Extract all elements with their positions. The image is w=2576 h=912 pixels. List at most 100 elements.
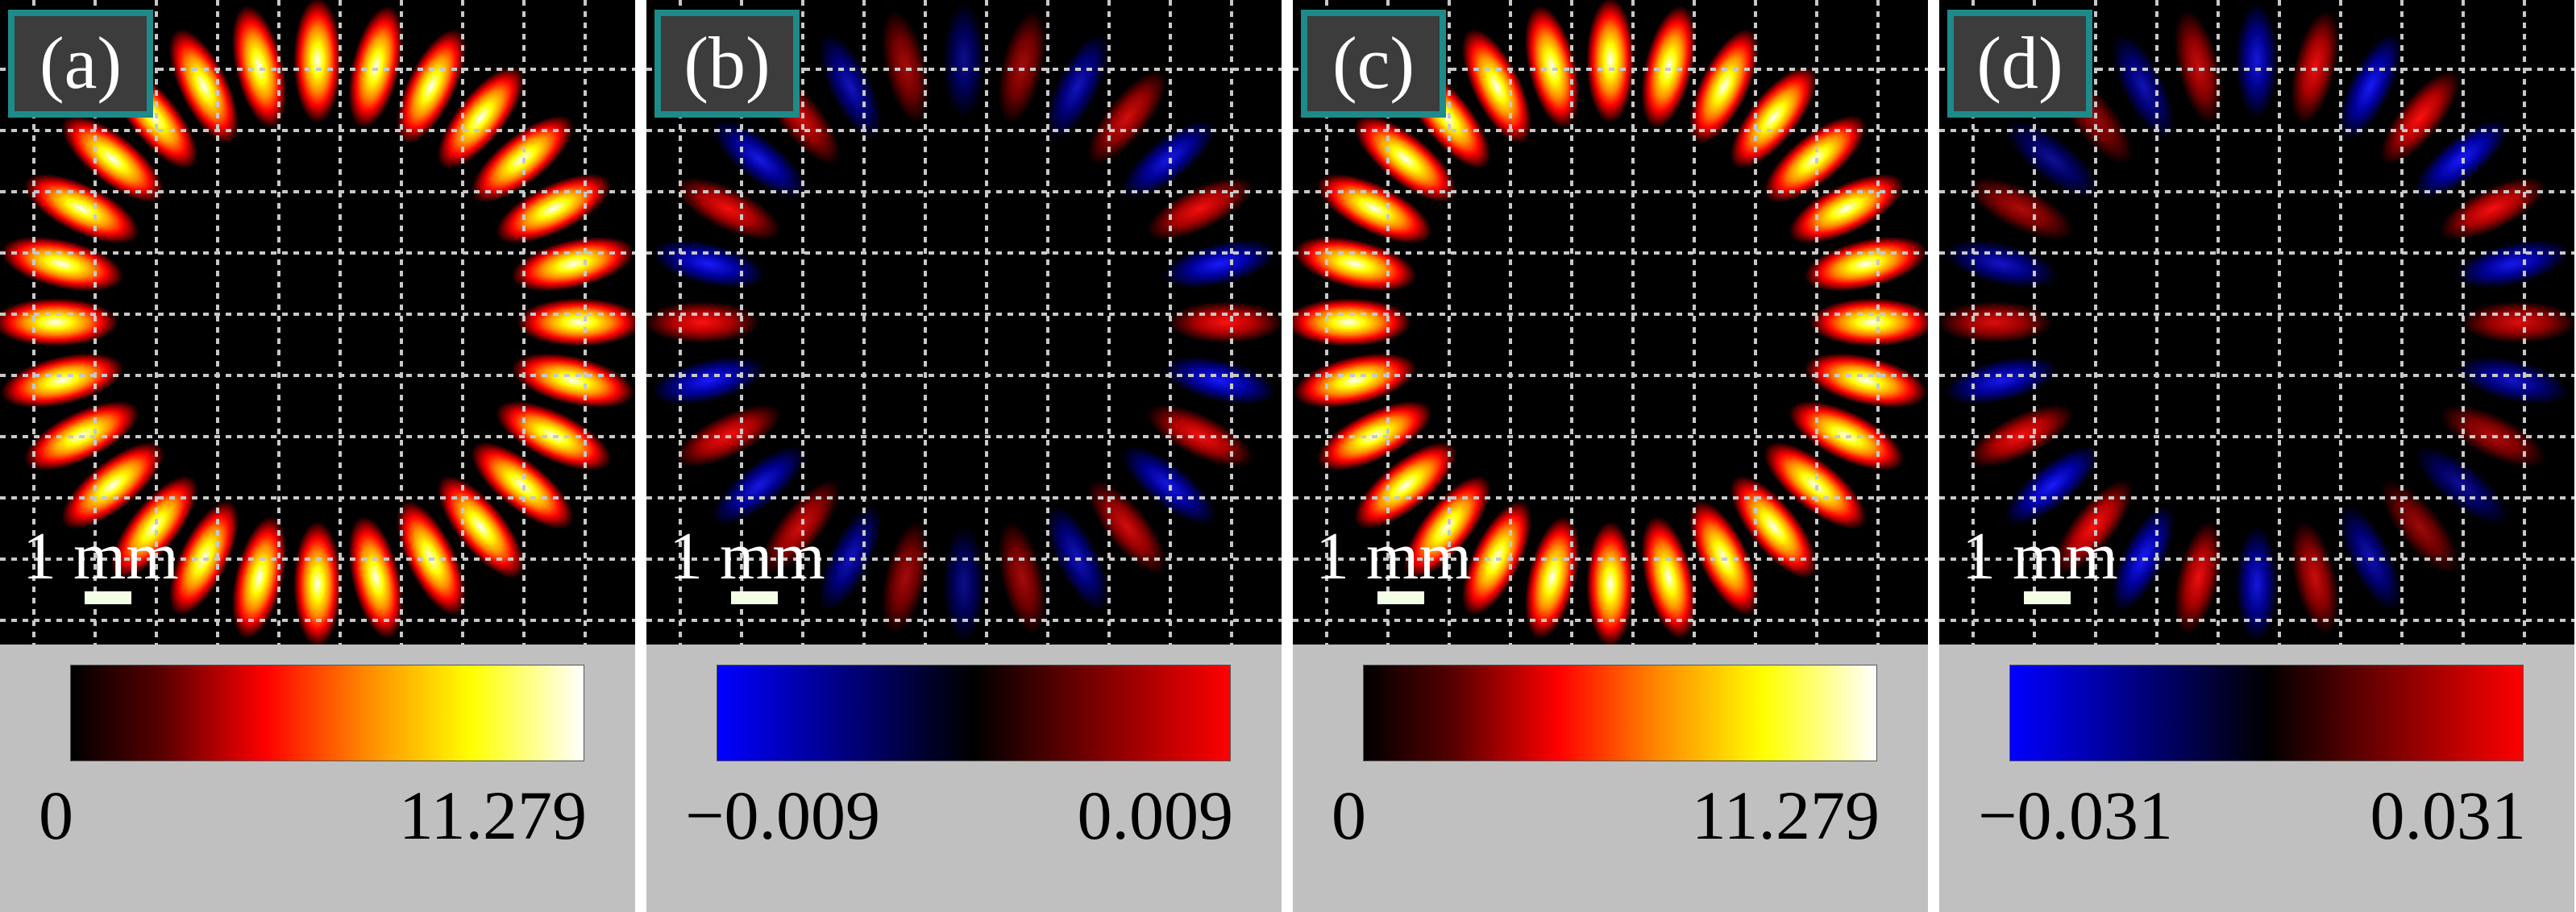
scale-bar [85,591,131,604]
petal-lobe [1804,353,1928,408]
scale-bar [1377,591,1424,604]
petal-lobe [231,516,287,640]
colorbar-max: 11.279 [398,777,587,854]
petal-lobe [1689,28,1760,144]
scale-label: 1 mm [23,519,179,594]
colorbar [1364,665,1876,761]
panel-label: (d) [1947,10,2092,118]
petal-lobe [1939,301,2053,343]
petal-lobe [818,33,883,140]
petal-lobe [1168,301,1282,343]
petal-lobe [2236,2,2278,118]
panel-c: (c) 1 mm 0 11.279 [1293,0,1928,912]
petal-lobe [1944,239,2059,288]
petal-lobe [998,520,1047,635]
petal-lobe [2291,520,2340,635]
field-image: (d) 1 mm [1939,0,2574,645]
petal-lobe [396,28,467,144]
colorbar-max: 11.279 [1691,777,1880,854]
petal-lobe [0,353,124,408]
petal-lobe [1944,356,2059,405]
petal-lobe [1804,236,1928,292]
petal-lobe [2174,520,2223,635]
petal-lobe [675,176,782,241]
petal-lobe [1586,521,1635,645]
colorbar-min: −0.009 [685,777,881,854]
panel-a: (a) 1 mm 0 11.279 [0,0,635,912]
petal-lobe [1641,516,1697,640]
petal-lobe [0,236,124,292]
petal-lobe [2111,33,2175,140]
panel-label: (b) [654,10,800,118]
petal-lobe [943,526,985,642]
scale-label: 1 mm [669,519,825,594]
petal-lobe [1524,5,1580,129]
scale-label: 1 mm [1315,519,1472,594]
petal-lobe [1809,298,1928,346]
colorbar [2010,665,2523,761]
petal-lobe [437,475,525,578]
petal-lobe [1461,28,1532,144]
petal-lobe [2380,70,2460,165]
petal-lobe [2005,446,2100,525]
petal-lobe [168,28,239,144]
petal-lobe [881,10,930,124]
petal-lobe [293,0,342,123]
panel-label: (a) [8,10,153,118]
colorbar-max: 0.009 [1077,777,1234,854]
petal-lobe [1087,479,1167,574]
petal-lobe [1730,66,1818,169]
petal-lobe [231,5,287,129]
petal-lobe [1087,70,1167,165]
petal-lobe [1354,441,1457,529]
scale-label: 1 mm [1962,519,2118,594]
petal-lobe [646,301,760,343]
colorbar-min: 0 [39,777,73,854]
petal-lobe [517,298,635,346]
petal-lobe [511,236,635,292]
petal-lobe [2054,479,2134,574]
panel-label: (c) [1301,10,1446,118]
petal-lobe [61,115,164,203]
colorbar [717,665,1230,761]
petal-lobe [1162,356,1277,405]
petal-lobe [2174,10,2223,124]
panel-d: (d) 1 mm −0.031 0.031 [1939,0,2574,912]
petal-lobe [1354,115,1457,203]
petal-lobe [2461,301,2574,343]
field-image: (a) 1 mm [0,0,635,645]
petal-lobe [2455,356,2570,405]
field-image: (c) 1 mm [1293,0,1928,645]
petal-lobe [651,239,766,288]
petal-lobe [348,5,404,129]
petal-lobe [651,356,766,405]
petal-lobe [1316,173,1432,244]
scale-bar [2024,591,2071,604]
colorbar-min: 0 [1332,777,1366,854]
petal-lobe [712,446,807,525]
petal-lobe [293,521,342,645]
petal-lobe [1293,236,1417,292]
petal-lobe [998,10,1047,124]
field-image: (b) 1 mm [646,0,1282,645]
petal-lobe [61,441,164,529]
petal-lobe [1293,298,1411,346]
petal-lobe [1967,176,2075,241]
petal-pattern [646,0,1282,645]
petal-lobe [1524,516,1580,640]
petal-lobe [881,520,930,635]
petal-lobe [1730,475,1818,578]
petal-lobe [348,516,404,640]
panel-b: (b) 1 mm −0.009 0.009 [646,0,1282,912]
petal-lobe [1162,239,1277,288]
petal-lobe [2291,10,2340,124]
scale-bar [731,591,778,604]
petal-lobe [1403,475,1491,578]
petal-lobe [1045,33,1110,140]
petal-lobe [2236,526,2278,642]
petal-lobe [2455,239,2570,288]
petal-lobe [1586,0,1635,123]
petal-lobe [110,475,198,578]
colorbar [71,665,584,761]
colorbar-min: −0.031 [1978,777,2174,854]
